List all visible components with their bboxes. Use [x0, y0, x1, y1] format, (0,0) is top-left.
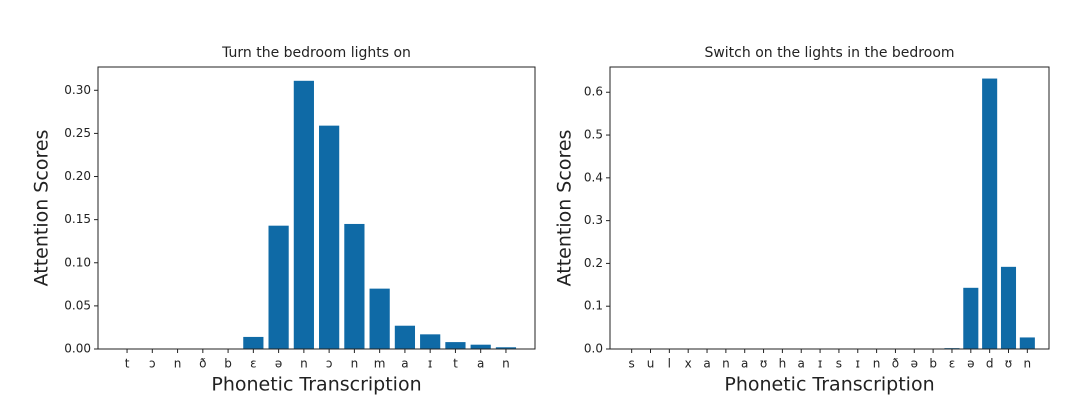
bar [470, 344, 491, 349]
bar [495, 347, 517, 349]
x-tick-label: n [174, 357, 182, 371]
x-tick-label: ɪ [818, 357, 822, 371]
x-tick-label: t [125, 357, 130, 371]
x-tick-label: t [453, 357, 458, 371]
x-tick-label: a [477, 357, 484, 371]
bar [982, 78, 998, 350]
x-tick-label: n [502, 357, 510, 371]
x-tick-label: s [836, 357, 842, 371]
x-tick-label: ʊ [760, 357, 767, 371]
y-tick-label: 0.4 [584, 170, 603, 184]
y-tick-label: 0.2 [584, 256, 603, 270]
x-tick-label: b [929, 357, 937, 371]
x-tick-label: h [779, 357, 787, 371]
x-tick-label: u [647, 357, 655, 371]
x-tick-label: ɪ [428, 357, 432, 371]
x-tick-label: a [741, 357, 748, 371]
y-axis-label: Attention Scores [31, 130, 53, 287]
bar [420, 334, 441, 349]
x-tick-label: s [629, 357, 635, 371]
bar [1019, 337, 1035, 349]
y-tick-label: 0.25 [64, 126, 91, 140]
x-tick-label: l [668, 357, 671, 371]
x-tick-label: ɛ [250, 357, 257, 371]
bar [319, 125, 340, 349]
x-tick-label: ð [199, 357, 206, 371]
y-tick-label: 0.3 [584, 213, 603, 227]
y-tick-label: 0.05 [64, 298, 91, 312]
bar [394, 325, 416, 349]
x-tick-label: ɛ [949, 357, 956, 371]
x-tick-label: n [300, 357, 308, 371]
x-tick-label: x [685, 357, 692, 371]
x-tick-label: ɪ [856, 357, 860, 371]
y-tick-label: 0.10 [64, 255, 91, 269]
y-tick-label: 0.6 [584, 85, 603, 99]
bar [243, 336, 264, 349]
bar [369, 288, 390, 349]
y-tick-label: 0.00 [64, 342, 91, 356]
x-tick-label: ə [967, 357, 974, 371]
x-tick-label: a [798, 357, 805, 371]
y-tick-label: 0.1 [584, 299, 603, 313]
bar [293, 80, 314, 350]
x-tick-label: n [722, 357, 730, 371]
x-axis-label: Phonetic Transcription [724, 374, 934, 396]
x-tick-label: b [224, 357, 232, 371]
axes-frame [609, 66, 1050, 350]
x-tick-label: n [1024, 357, 1032, 371]
x-tick-label: a [401, 357, 408, 371]
chart-title: Turn the bedroom lights on [221, 45, 411, 61]
x-tick-label: ɔ [149, 357, 156, 371]
x-tick-label: ʊ [1005, 357, 1012, 371]
y-axis-label: Attention Scores [554, 130, 576, 287]
bar [963, 287, 979, 349]
axes-frame [97, 66, 536, 350]
x-tick-label: ə [275, 357, 282, 371]
bar [268, 225, 289, 349]
chart-title: Switch on the lights in the bedroom [704, 45, 954, 61]
x-tick-label: n [873, 357, 881, 371]
y-tick-label: 0.30 [64, 83, 91, 97]
y-tick-label: 0.0 [584, 342, 603, 356]
x-axis-label: Phonetic Transcription [211, 374, 421, 396]
bar [445, 342, 466, 349]
x-tick-label: ə [911, 357, 918, 371]
x-tick-label: n [351, 357, 359, 371]
x-tick-label: a [703, 357, 710, 371]
x-tick-label: ð [892, 357, 899, 371]
x-tick-label: m [374, 357, 386, 371]
y-tick-label: 0.15 [64, 212, 91, 226]
y-tick-label: 0.5 [584, 128, 603, 142]
x-tick-label: ɔ [326, 357, 333, 371]
bar [1000, 266, 1017, 349]
y-tick-label: 0.20 [64, 169, 91, 183]
bar [344, 223, 365, 349]
x-tick-label: d [986, 357, 994, 371]
